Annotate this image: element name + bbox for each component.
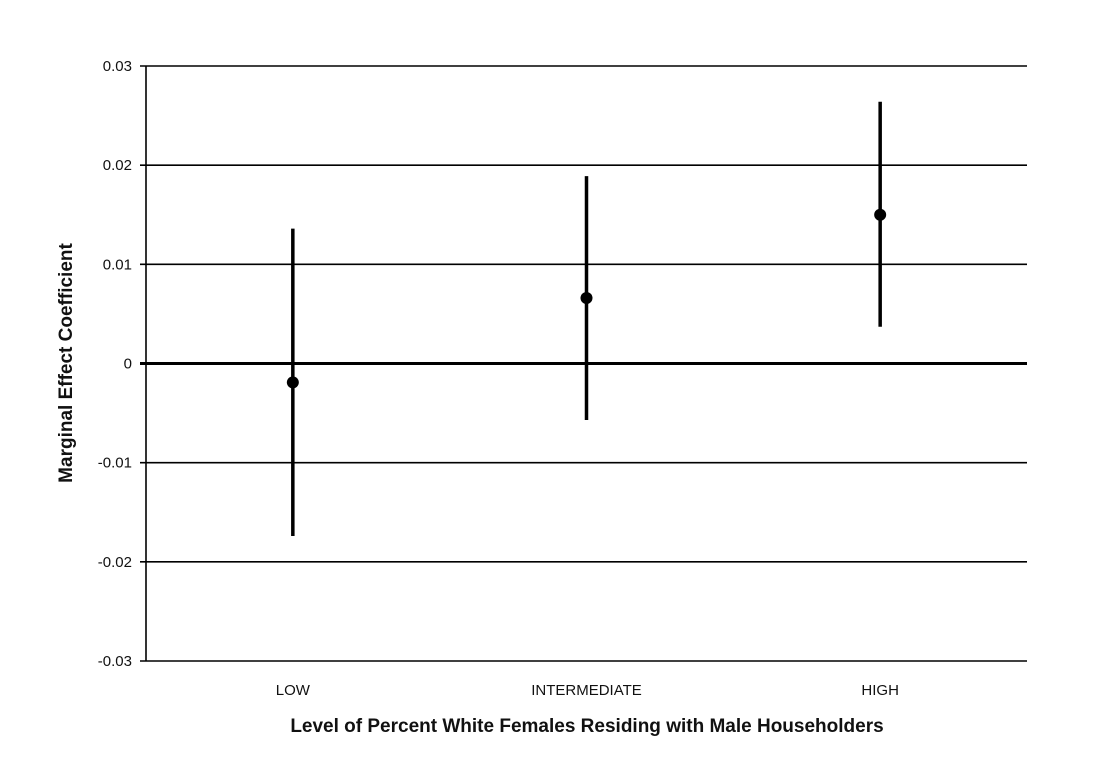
y-tick-label: 0.03: [103, 58, 132, 75]
y-tick-label: -0.01: [98, 455, 132, 472]
series-points: [286, 101, 887, 537]
y-tick-label: -0.03: [98, 653, 132, 670]
y-tick-label: -0.02: [98, 554, 132, 571]
y-tick-label: 0: [124, 356, 132, 373]
x-axis-title: Level of Percent White Females Residing …: [290, 716, 883, 737]
y-tick-label: 0.01: [103, 256, 132, 273]
x-tick-label: HIGH: [861, 682, 899, 699]
point-estimate-marker: [874, 208, 887, 221]
point-estimate-marker: [286, 376, 299, 389]
gridlines: [140, 65, 1027, 662]
x-tick-label: INTERMEDIATE: [531, 682, 642, 699]
x-tick-label: LOW: [276, 682, 311, 699]
point-estimate-marker: [580, 292, 593, 305]
x-tick-labels: LOW INTERMEDIATE HIGH: [276, 682, 899, 699]
y-axis-title: Marginal Effect Coefficient: [56, 243, 77, 483]
y-tick-labels: 0.03 0.02 0.01 0 -0.01 -0.02 -0.03: [98, 58, 132, 670]
y-tick-label: 0.02: [103, 157, 132, 174]
